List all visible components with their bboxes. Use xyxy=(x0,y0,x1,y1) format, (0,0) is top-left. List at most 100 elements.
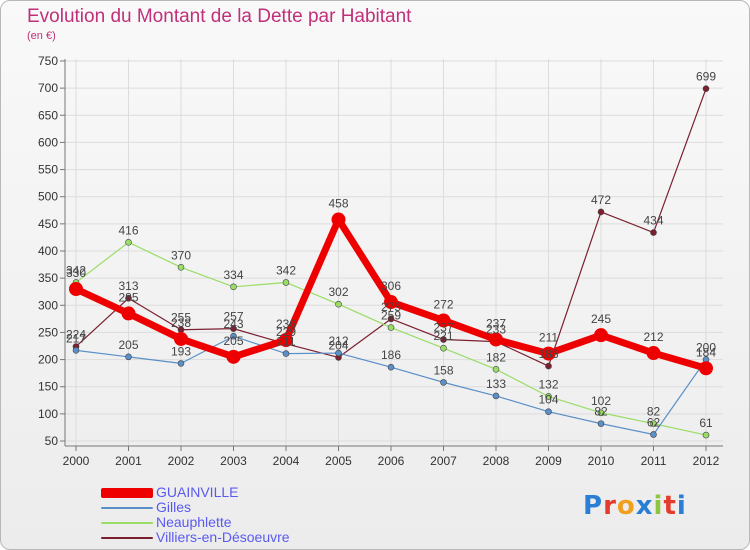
data-point xyxy=(230,332,237,340)
data-label: 334 xyxy=(223,268,243,282)
data-label: 370 xyxy=(171,248,191,262)
data-label: 211 xyxy=(539,331,558,345)
data-point xyxy=(335,349,342,357)
data-point xyxy=(699,361,713,376)
x-tick-labels: 2000 2001 2002 2003 2004 2005 2006 2007 2008 2009… xyxy=(63,446,720,468)
y-tick-label: 200 xyxy=(38,353,58,367)
data-label: 61 xyxy=(699,416,713,430)
x-tick-label: 2006 xyxy=(378,454,405,468)
data-label: 416 xyxy=(118,223,138,237)
data-point xyxy=(282,279,290,286)
data-label: 237 xyxy=(433,320,453,334)
data-point xyxy=(226,349,241,364)
series xyxy=(69,85,713,439)
data-point xyxy=(177,360,185,367)
data-point xyxy=(125,239,132,246)
x-tick-label: 2010 xyxy=(588,454,615,468)
y-tick-label: 550 xyxy=(38,163,58,177)
data-point xyxy=(440,344,447,352)
data-label: 158 xyxy=(433,363,453,377)
data-point xyxy=(72,347,80,354)
data-label: 82 xyxy=(594,405,608,419)
y-tick-label: 350 xyxy=(38,271,58,285)
legend-swatch xyxy=(101,522,153,524)
data-point xyxy=(279,333,293,348)
y-tick-label: 50 xyxy=(45,434,59,448)
data-point xyxy=(650,420,657,427)
data-point xyxy=(125,353,132,361)
data-label: 224 xyxy=(66,328,86,342)
data-point xyxy=(177,263,185,271)
data-label: 217 xyxy=(66,331,86,345)
data-label: 313 xyxy=(118,279,138,293)
data-point xyxy=(489,332,503,347)
data-label: 200 xyxy=(696,341,716,355)
x-tick-label: 2008 xyxy=(483,454,510,468)
data-label: 306 xyxy=(381,279,401,293)
data-label: 204 xyxy=(328,338,348,352)
x-tick-label: 2000 xyxy=(63,454,90,468)
legend-swatch xyxy=(101,488,153,498)
data-point xyxy=(125,294,132,302)
data-point xyxy=(650,229,657,236)
data-label: 102 xyxy=(591,394,611,408)
data-point xyxy=(121,306,136,321)
data-point xyxy=(387,363,395,371)
data-point xyxy=(230,325,237,332)
data-label: 233 xyxy=(486,323,506,337)
data-label: 236 xyxy=(276,317,296,331)
legend-label: Villiers-en-Désoeuvre xyxy=(156,529,290,545)
chart-subtitle: (en €) xyxy=(27,30,56,42)
x-tick-label: 2005 xyxy=(325,454,352,468)
data-label: 133 xyxy=(486,377,506,391)
data-label: 259 xyxy=(381,309,401,323)
data-point xyxy=(597,420,605,427)
data-label: 458 xyxy=(328,197,348,211)
data-label: 205 xyxy=(223,334,243,348)
x-tick-label: 2004 xyxy=(273,454,300,468)
data-label: 434 xyxy=(643,214,663,228)
data-point xyxy=(440,336,447,343)
data-label: 238 xyxy=(171,316,191,330)
data-label: 211 xyxy=(276,335,295,349)
axes xyxy=(64,59,723,447)
y-tick-label: 100 xyxy=(38,407,58,421)
data-label: 275 xyxy=(381,300,401,314)
legend-label: GUAINVILLE xyxy=(156,484,239,500)
data-label: 302 xyxy=(328,285,348,299)
data-label: 188 xyxy=(538,347,558,361)
data-label: 342 xyxy=(276,263,296,277)
data-point xyxy=(69,282,83,296)
proxiti-logo: Proxiti xyxy=(583,491,687,521)
chart-title: Evolution du Montant de la Dette par Hab… xyxy=(27,6,412,27)
data-label: 237 xyxy=(486,316,506,330)
data-point xyxy=(492,392,500,400)
legend-label: Gilles xyxy=(156,499,192,515)
data-point xyxy=(702,85,710,92)
data-point xyxy=(650,431,657,438)
x-tick-label: 2003 xyxy=(220,454,247,468)
data-label: 212 xyxy=(643,330,663,344)
legend-label: Neauphlette xyxy=(156,514,232,530)
data-point xyxy=(384,295,398,310)
data-point xyxy=(282,350,290,357)
data-label: 182 xyxy=(486,350,506,364)
data-label: 184 xyxy=(696,345,716,359)
data-label: 330 xyxy=(66,266,86,280)
data-label: 193 xyxy=(171,344,191,358)
y-tick-label: 250 xyxy=(38,325,58,339)
data-point xyxy=(331,212,346,227)
data-label: 285 xyxy=(118,290,138,304)
legend-swatch xyxy=(101,537,153,539)
data-point xyxy=(597,409,605,417)
data-point xyxy=(440,379,447,386)
data-point xyxy=(230,283,237,291)
data-label: 212 xyxy=(328,334,348,348)
x-tick-label: 2011 xyxy=(641,454,667,468)
data-label: 257 xyxy=(223,310,243,324)
data-label: 243 xyxy=(223,317,243,331)
grid-lines xyxy=(65,59,723,446)
